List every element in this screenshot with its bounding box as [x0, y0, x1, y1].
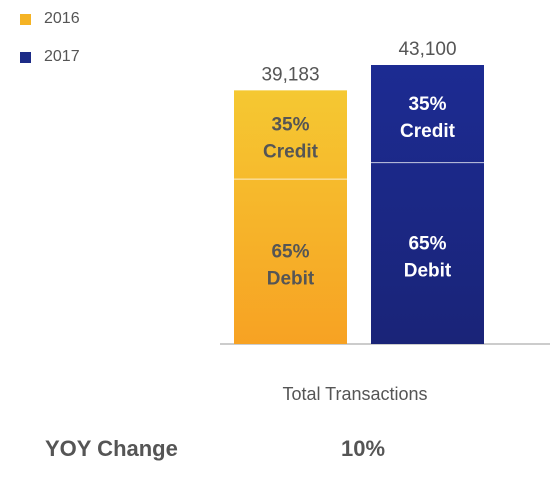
legend-item-2016: 2016 [20, 8, 80, 30]
segment-label-2016-debit: 65% Debit [267, 242, 315, 290]
total-value-2017: 43,100 [398, 39, 456, 60]
x-axis-label: Total Transactions [282, 384, 428, 404]
legend-swatch-2017 [20, 51, 31, 63]
segment-label-2017-debit: 65% Debit [404, 233, 452, 281]
legend: 2016 2017 [20, 8, 80, 84]
legend-label-2017: 2017 [44, 48, 80, 65]
yoy-change-label: YOY Change [45, 436, 178, 461]
bar-2016 [234, 90, 347, 344]
total-value-2016: 39,183 [261, 64, 319, 85]
legend-item-2017: 2017 [20, 46, 80, 68]
legend-label-2016: 2016 [44, 10, 80, 27]
bar-2017 [371, 65, 484, 344]
yoy-change-value: 10% [340, 436, 386, 461]
legend-swatch-2016 [20, 13, 31, 25]
segment-label-2017-credit: 35% Credit [400, 94, 456, 142]
segment-label-2016-credit: 35% Credit [263, 115, 319, 163]
